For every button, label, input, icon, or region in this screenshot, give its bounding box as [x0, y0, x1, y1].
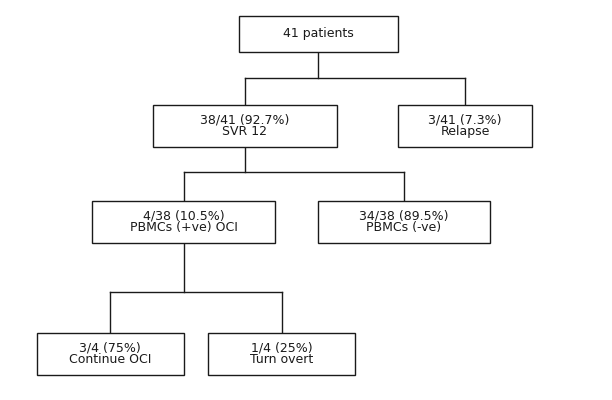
FancyBboxPatch shape: [398, 105, 532, 147]
Text: PBMCs (-ve): PBMCs (-ve): [367, 221, 441, 234]
Text: Turn overt: Turn overt: [250, 353, 313, 366]
FancyBboxPatch shape: [318, 201, 490, 243]
Text: 3/41 (7.3%): 3/41 (7.3%): [428, 114, 502, 127]
FancyBboxPatch shape: [153, 105, 337, 147]
Text: SVR 12: SVR 12: [222, 125, 267, 138]
FancyBboxPatch shape: [92, 201, 275, 243]
FancyBboxPatch shape: [37, 333, 184, 375]
Text: PBMCs (+ve) OCI: PBMCs (+ve) OCI: [130, 221, 237, 234]
Text: 3/4 (75%): 3/4 (75%): [80, 342, 141, 355]
Text: 1/4 (25%): 1/4 (25%): [251, 342, 312, 355]
Text: 4/38 (10.5%): 4/38 (10.5%): [143, 210, 225, 223]
Text: 41 patients: 41 patients: [283, 28, 354, 40]
FancyBboxPatch shape: [239, 16, 398, 52]
FancyBboxPatch shape: [208, 333, 355, 375]
Text: 34/38 (89.5%): 34/38 (89.5%): [359, 210, 449, 223]
Text: Continue OCI: Continue OCI: [69, 353, 151, 366]
Text: Relapse: Relapse: [441, 125, 490, 138]
Text: 38/41 (92.7%): 38/41 (92.7%): [200, 114, 289, 127]
